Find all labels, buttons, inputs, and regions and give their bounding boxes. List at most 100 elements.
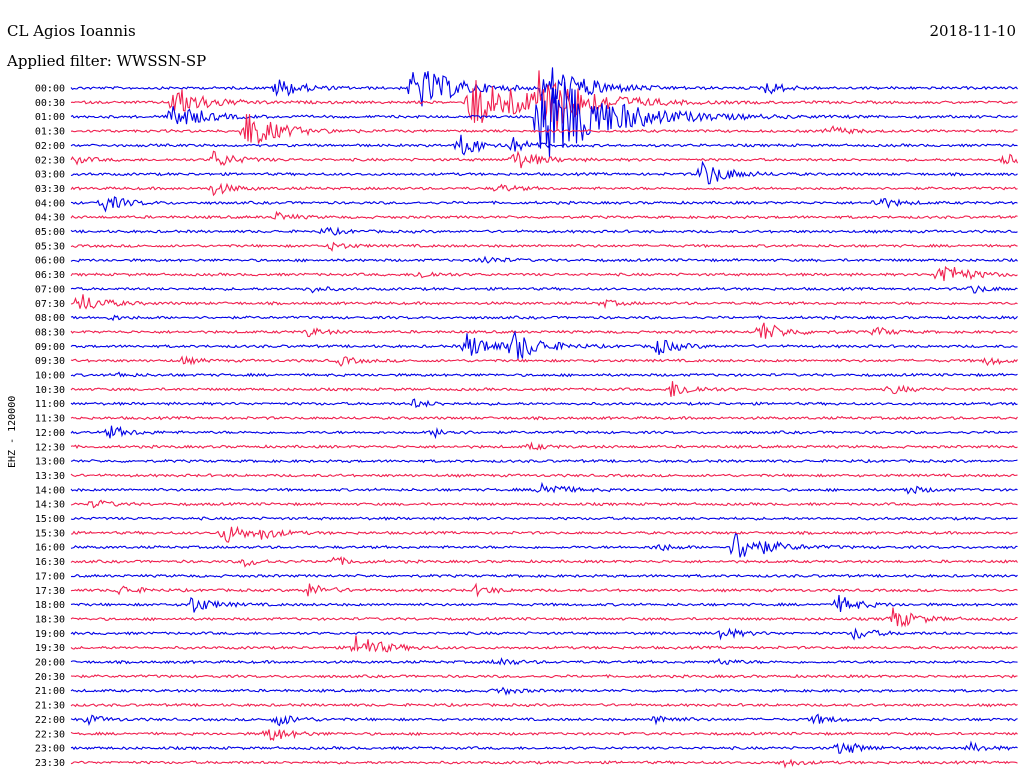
tick-label: 08:00 (35, 313, 65, 324)
tick-label: 13:00 (35, 457, 65, 468)
trace-line (70, 314, 1018, 322)
tick-label: 05:30 (35, 241, 65, 252)
helicorder-traces (70, 67, 1019, 769)
tick-label: 02:30 (35, 155, 65, 166)
trace-line (70, 381, 1018, 397)
trace-line (70, 499, 1018, 509)
trace-line (70, 573, 1018, 579)
trace-line (70, 702, 1018, 708)
date-label: 2018-11-10 (930, 22, 1016, 40)
trace-line (70, 635, 1018, 653)
tick-label: 19:30 (35, 643, 65, 654)
trace-line (70, 415, 1018, 421)
trace-line (70, 713, 1018, 727)
filter-label: Applied filter: WWSSN-SP (6, 52, 206, 70)
tick-label: 20:00 (35, 658, 65, 669)
trace-line (70, 729, 1018, 742)
tick-label: 23:30 (35, 758, 65, 769)
tick-label: 13:30 (35, 471, 65, 482)
tick-label: 21:00 (35, 686, 65, 697)
tick-label: 00:00 (35, 84, 65, 95)
trace-line (70, 686, 1018, 696)
tick-label: 00:30 (35, 98, 65, 109)
tick-label: 16:00 (35, 543, 65, 554)
tick-label: 15:30 (35, 528, 65, 539)
tick-label: 10:30 (35, 385, 65, 396)
trace-line (71, 525, 1018, 543)
tick-label: 22:00 (35, 715, 65, 726)
trace-line (70, 330, 1018, 359)
tick-label: 17:30 (35, 586, 65, 597)
trace-line (70, 673, 1018, 679)
tick-label: 12:00 (35, 428, 65, 439)
trace-line (70, 657, 1018, 666)
tick-label: 19:00 (35, 629, 65, 640)
trace-line (70, 81, 1018, 157)
trace-line (70, 255, 1018, 264)
trace-line (70, 160, 1018, 185)
tick-label: 01:30 (35, 127, 65, 138)
tick-label: 15:00 (35, 514, 65, 525)
tick-label: 10:00 (35, 371, 65, 382)
trace-line (70, 758, 1018, 769)
tick-label: 07:00 (35, 284, 65, 295)
trace-line (70, 371, 1018, 378)
tick-label: 03:00 (35, 170, 65, 181)
tick-label: 04:00 (35, 198, 65, 209)
trace-line (70, 627, 1018, 641)
tick-label: 02:00 (35, 141, 65, 152)
tick-label: 06:30 (35, 270, 65, 281)
tick-label: 18:00 (35, 600, 65, 611)
tick-label: 21:30 (35, 701, 65, 712)
trace-line (70, 582, 1018, 598)
tick-label: 06:00 (35, 256, 65, 267)
tick-label: 08:30 (35, 327, 65, 338)
trace-line (70, 150, 1019, 169)
tick-label: 16:30 (35, 557, 65, 568)
trace-line (70, 458, 1018, 464)
trace-line (70, 425, 1018, 440)
channel-label: EHZ - 120000 (7, 396, 18, 468)
trace-line (70, 196, 1018, 213)
station-title: CL Agios Ioannis (7, 22, 136, 40)
trace-line (70, 114, 1018, 144)
tick-label: 11:30 (35, 414, 65, 425)
tick-label: 23:00 (35, 744, 65, 755)
tick-label: 07:30 (35, 299, 65, 310)
tick-label: 20:30 (35, 672, 65, 683)
trace-line (70, 134, 1018, 156)
tick-label: 12:30 (35, 442, 65, 453)
tick-label: 01:00 (35, 112, 65, 123)
tick-label: 03:30 (35, 184, 65, 195)
tick-label: 14:00 (35, 485, 65, 496)
trace-line (70, 481, 1018, 495)
trace-line (70, 67, 1018, 107)
tick-label: 04:30 (35, 213, 65, 224)
trace-line (70, 241, 1018, 252)
trace-line (70, 532, 1018, 558)
trace-line (70, 226, 1018, 236)
trace-line (70, 355, 1018, 367)
tick-label: 09:00 (35, 342, 65, 353)
trace-line (70, 398, 1018, 409)
trace-line (70, 473, 1018, 478)
trace-line (70, 322, 1018, 339)
tick-label: 17:00 (35, 571, 65, 582)
trace-line (70, 285, 1018, 294)
trace-line (70, 182, 1018, 197)
trace-line (70, 556, 1018, 568)
trace-line (70, 441, 1018, 451)
trace-line (70, 607, 1018, 628)
trace-line (70, 210, 1018, 221)
tick-label: 11:00 (35, 399, 65, 410)
trace-line (70, 294, 1018, 310)
tick-label: 14:30 (35, 500, 65, 511)
tick-label: 22:30 (35, 729, 65, 740)
tick-label: 05:00 (35, 227, 65, 238)
trace-line (70, 594, 1018, 613)
trace-line (70, 516, 1018, 521)
trace-line (70, 740, 1018, 754)
trace-line (70, 265, 1018, 282)
time-ticks: 00:00 00:30 01:00 01:30 02:00 02:30 03:00 03:30… (35, 84, 65, 769)
